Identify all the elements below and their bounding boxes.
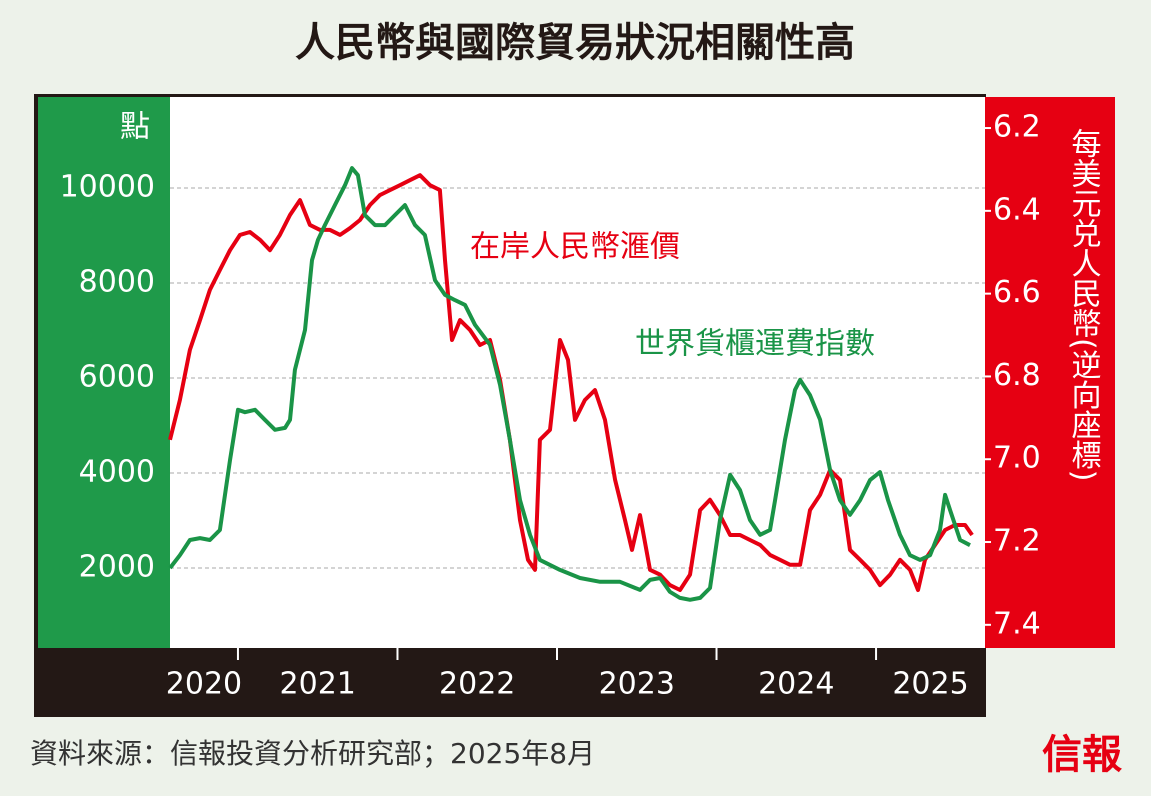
y-tick-label: 4000	[79, 455, 155, 490]
y2-axis-label: 每美元兑人民幣(逆向座標)	[1066, 128, 1102, 481]
y2-tick-label: 6.6	[993, 275, 1041, 310]
series-label: 世界貨櫃運費指數	[635, 327, 875, 362]
x-tick-label: 2022	[439, 667, 515, 702]
source: 資料來源：信報投資分析研究部；2025年8月	[30, 737, 595, 770]
y2-tick-label: 6.4	[993, 192, 1041, 227]
y-tick-label: 10000	[60, 170, 155, 205]
y2-tick-label: 6.2	[993, 110, 1041, 145]
x-tick-label: 2020	[166, 667, 242, 702]
series-label: 在岸人民幣滙價	[470, 230, 680, 265]
chart-title: 人民幣與國際貿易狀況相關性高	[295, 20, 855, 66]
series-line	[168, 166, 971, 602]
left-panel	[38, 97, 170, 648]
right-panel	[985, 97, 1115, 648]
x-tick-label: 2021	[280, 667, 356, 702]
logo: 信報	[1042, 731, 1122, 778]
x-tick-label: 2023	[599, 667, 675, 702]
y-tick-label: 8000	[79, 265, 155, 300]
y2-tick-label: 7.4	[993, 606, 1041, 641]
y-axis-label: 點	[120, 110, 150, 145]
y-tick-label: 6000	[79, 360, 155, 395]
plot-area	[170, 97, 985, 648]
x-tick-label: 2025	[892, 667, 968, 702]
y2-tick-label: 6.8	[993, 358, 1041, 393]
x-tick-label: 2024	[758, 667, 834, 702]
series-line	[168, 173, 974, 592]
y-tick-label: 2000	[79, 550, 155, 585]
y2-tick-label: 7.0	[993, 441, 1041, 476]
y2-tick-label: 7.2	[993, 524, 1041, 559]
